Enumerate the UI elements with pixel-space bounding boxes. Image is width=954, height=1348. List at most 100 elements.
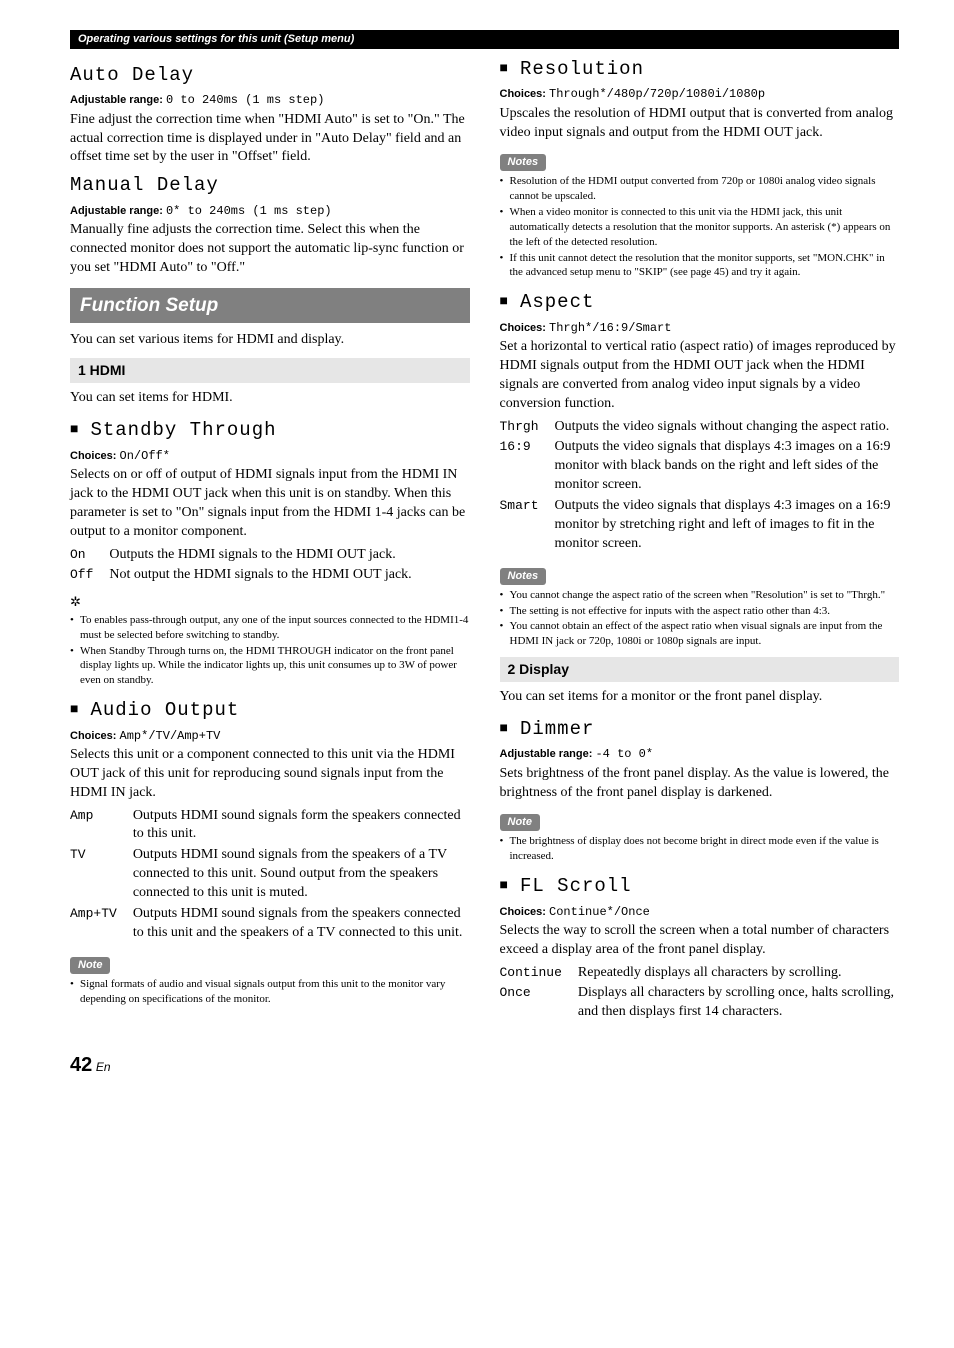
note-item: The brightness of display does not becom…: [500, 834, 900, 864]
auto-delay-title: Auto Delay: [70, 63, 470, 89]
def-row: Amp Outputs HDMI sound signals form the …: [70, 807, 470, 847]
range-value: 0* to 240ms (1 ms step): [166, 204, 332, 218]
def-key: TV: [70, 846, 133, 905]
flscroll-def-table: Continue Repeatedly displays all charact…: [500, 964, 900, 1025]
hdmi-intro: You can set items for HDMI.: [70, 389, 470, 408]
standby-body: Selects on or off of output of HDMI sign…: [70, 466, 470, 542]
choices-value: Amp*/TV/Amp+TV: [120, 729, 221, 743]
range-label: Adjustable range:: [70, 205, 163, 217]
choices-value: On/Off*: [120, 449, 170, 463]
aspect-notes: You cannot change the aspect ratio of th…: [500, 588, 900, 649]
bullet-icon: ■: [500, 62, 508, 76]
choices-label: Choices:: [70, 730, 116, 742]
manual-delay-range: Adjustable range: 0* to 240ms (1 ms step…: [70, 203, 470, 219]
flscroll-row: ■ FL Scroll: [500, 874, 900, 900]
choices-value: Continue*/Once: [549, 905, 650, 919]
resolution-row: ■ Resolution: [500, 57, 900, 83]
display-intro: You can set items for a monitor or the f…: [500, 688, 900, 707]
resolution-notes: Resolution of the HDMI output converted …: [500, 174, 900, 280]
standby-def-table: On Outputs the HDMI signals to the HDMI …: [70, 546, 470, 588]
def-row: TV Outputs HDMI sound signals from the s…: [70, 846, 470, 905]
header-banner: Operating various settings for this unit…: [70, 30, 899, 49]
bullet-icon: ■: [70, 703, 78, 717]
def-val: Repeatedly displays all characters by sc…: [578, 964, 899, 985]
dimmer-title: Dimmer: [520, 717, 594, 743]
page-num-value: 42: [70, 1054, 92, 1076]
bullet-icon: ■: [500, 722, 508, 736]
def-key: On: [70, 546, 109, 567]
def-key: Once: [500, 984, 578, 1024]
def-val: Not output the HDMI signals to the HDMI …: [109, 566, 469, 587]
function-setup-intro: You can set various items for HDMI and d…: [70, 331, 470, 350]
standby-through-row: ■ Standby Through: [70, 418, 470, 444]
def-val: Outputs the HDMI signals to the HDMI OUT…: [109, 546, 469, 567]
def-key: 16:9: [500, 438, 555, 497]
def-val: Outputs the video signals that displays …: [555, 497, 899, 556]
def-val: Outputs HDMI sound signals from the spea…: [133, 905, 470, 945]
resolution-title: Resolution: [520, 57, 644, 83]
note-pill: Note: [70, 957, 110, 974]
note-item: If this unit cannot detect the resolutio…: [500, 251, 900, 281]
flscroll-choices: Choices: Continue*/Once: [500, 904, 900, 920]
hdmi-heading: 1 HDMI: [70, 358, 470, 383]
def-val: Outputs HDMI sound signals from the spea…: [133, 846, 470, 905]
def-row: Amp+TV Outputs HDMI sound signals from t…: [70, 905, 470, 945]
def-val: Outputs the video signals without changi…: [555, 418, 899, 439]
def-row: Continue Repeatedly displays all charact…: [500, 964, 900, 985]
choices-label: Choices:: [500, 322, 546, 334]
dimmer-notes: The brightness of display does not becom…: [500, 834, 900, 864]
def-key: Thrgh: [500, 418, 555, 439]
choices-label: Choices:: [500, 906, 546, 918]
aspect-title: Aspect: [520, 290, 594, 316]
tip-icon: ✲: [70, 593, 470, 611]
choices-value: Thrgh*/16:9/Smart: [549, 321, 671, 335]
def-val: Displays all characters by scrolling onc…: [578, 984, 899, 1024]
note-item: You cannot change the aspect ratio of th…: [500, 588, 900, 603]
display-heading: 2 Display: [500, 657, 900, 682]
resolution-body: Upscales the resolution of HDMI output t…: [500, 105, 900, 143]
range-label: Adjustable range:: [500, 748, 593, 760]
bullet-icon: ■: [500, 879, 508, 893]
auto-delay-body: Fine adjust the correction time when "HD…: [70, 111, 470, 168]
standby-through-title: Standby Through: [90, 418, 276, 444]
manual-delay-body: Manually fine adjusts the correction tim…: [70, 221, 470, 278]
audio-def-table: Amp Outputs HDMI sound signals form the …: [70, 807, 470, 945]
note-pill: Notes: [500, 568, 547, 585]
dimmer-range: Adjustable range: -4 to 0*: [500, 746, 900, 762]
range-label: Adjustable range:: [70, 94, 163, 106]
bullet-icon: ■: [500, 295, 508, 309]
aspect-row: ■ Aspect: [500, 290, 900, 316]
def-row: Thrgh Outputs the video signals without …: [500, 418, 900, 439]
dimmer-body: Sets brightness of the front panel displ…: [500, 765, 900, 803]
note-item: Resolution of the HDMI output converted …: [500, 174, 900, 204]
note-item: You cannot obtain an effect of the aspec…: [500, 619, 900, 649]
manual-delay-title: Manual Delay: [70, 173, 470, 199]
note-item: Signal formats of audio and visual signa…: [70, 977, 470, 1007]
def-row: Off Not output the HDMI signals to the H…: [70, 566, 470, 587]
aspect-choices: Choices: Thrgh*/16:9/Smart: [500, 320, 900, 336]
def-row: Once Displays all characters by scrollin…: [500, 984, 900, 1024]
def-key: Smart: [500, 497, 555, 556]
def-val: Outputs the video signals that displays …: [555, 438, 899, 497]
audio-output-title: Audio Output: [90, 698, 239, 724]
note-item: The setting is not effective for inputs …: [500, 604, 900, 619]
resolution-choices: Choices: Through*/480p/720p/1080i/1080p: [500, 86, 900, 102]
bullet-icon: ■: [70, 423, 78, 437]
def-row: On Outputs the HDMI signals to the HDMI …: [70, 546, 470, 567]
flscroll-body: Selects the way to scroll the screen whe…: [500, 922, 900, 960]
range-value: -4 to 0*: [595, 747, 653, 761]
content-columns: Auto Delay Adjustable range: 0 to 240ms …: [70, 57, 899, 1028]
note-pill: Note: [500, 814, 540, 831]
def-key: Off: [70, 566, 109, 587]
flscroll-title: FL Scroll: [520, 874, 632, 900]
page-num-suffix: En: [96, 1060, 111, 1074]
audio-notes: Signal formats of audio and visual signa…: [70, 977, 470, 1007]
def-key: Amp+TV: [70, 905, 133, 945]
def-row: 16:9 Outputs the video signals that disp…: [500, 438, 900, 497]
choices-label: Choices:: [70, 450, 116, 462]
note-item: When a video monitor is connected to thi…: [500, 205, 900, 250]
audio-body: Selects this unit or a component connect…: [70, 746, 470, 803]
def-key: Continue: [500, 964, 578, 985]
dimmer-row: ■ Dimmer: [500, 717, 900, 743]
def-row: Smart Outputs the video signals that dis…: [500, 497, 900, 556]
